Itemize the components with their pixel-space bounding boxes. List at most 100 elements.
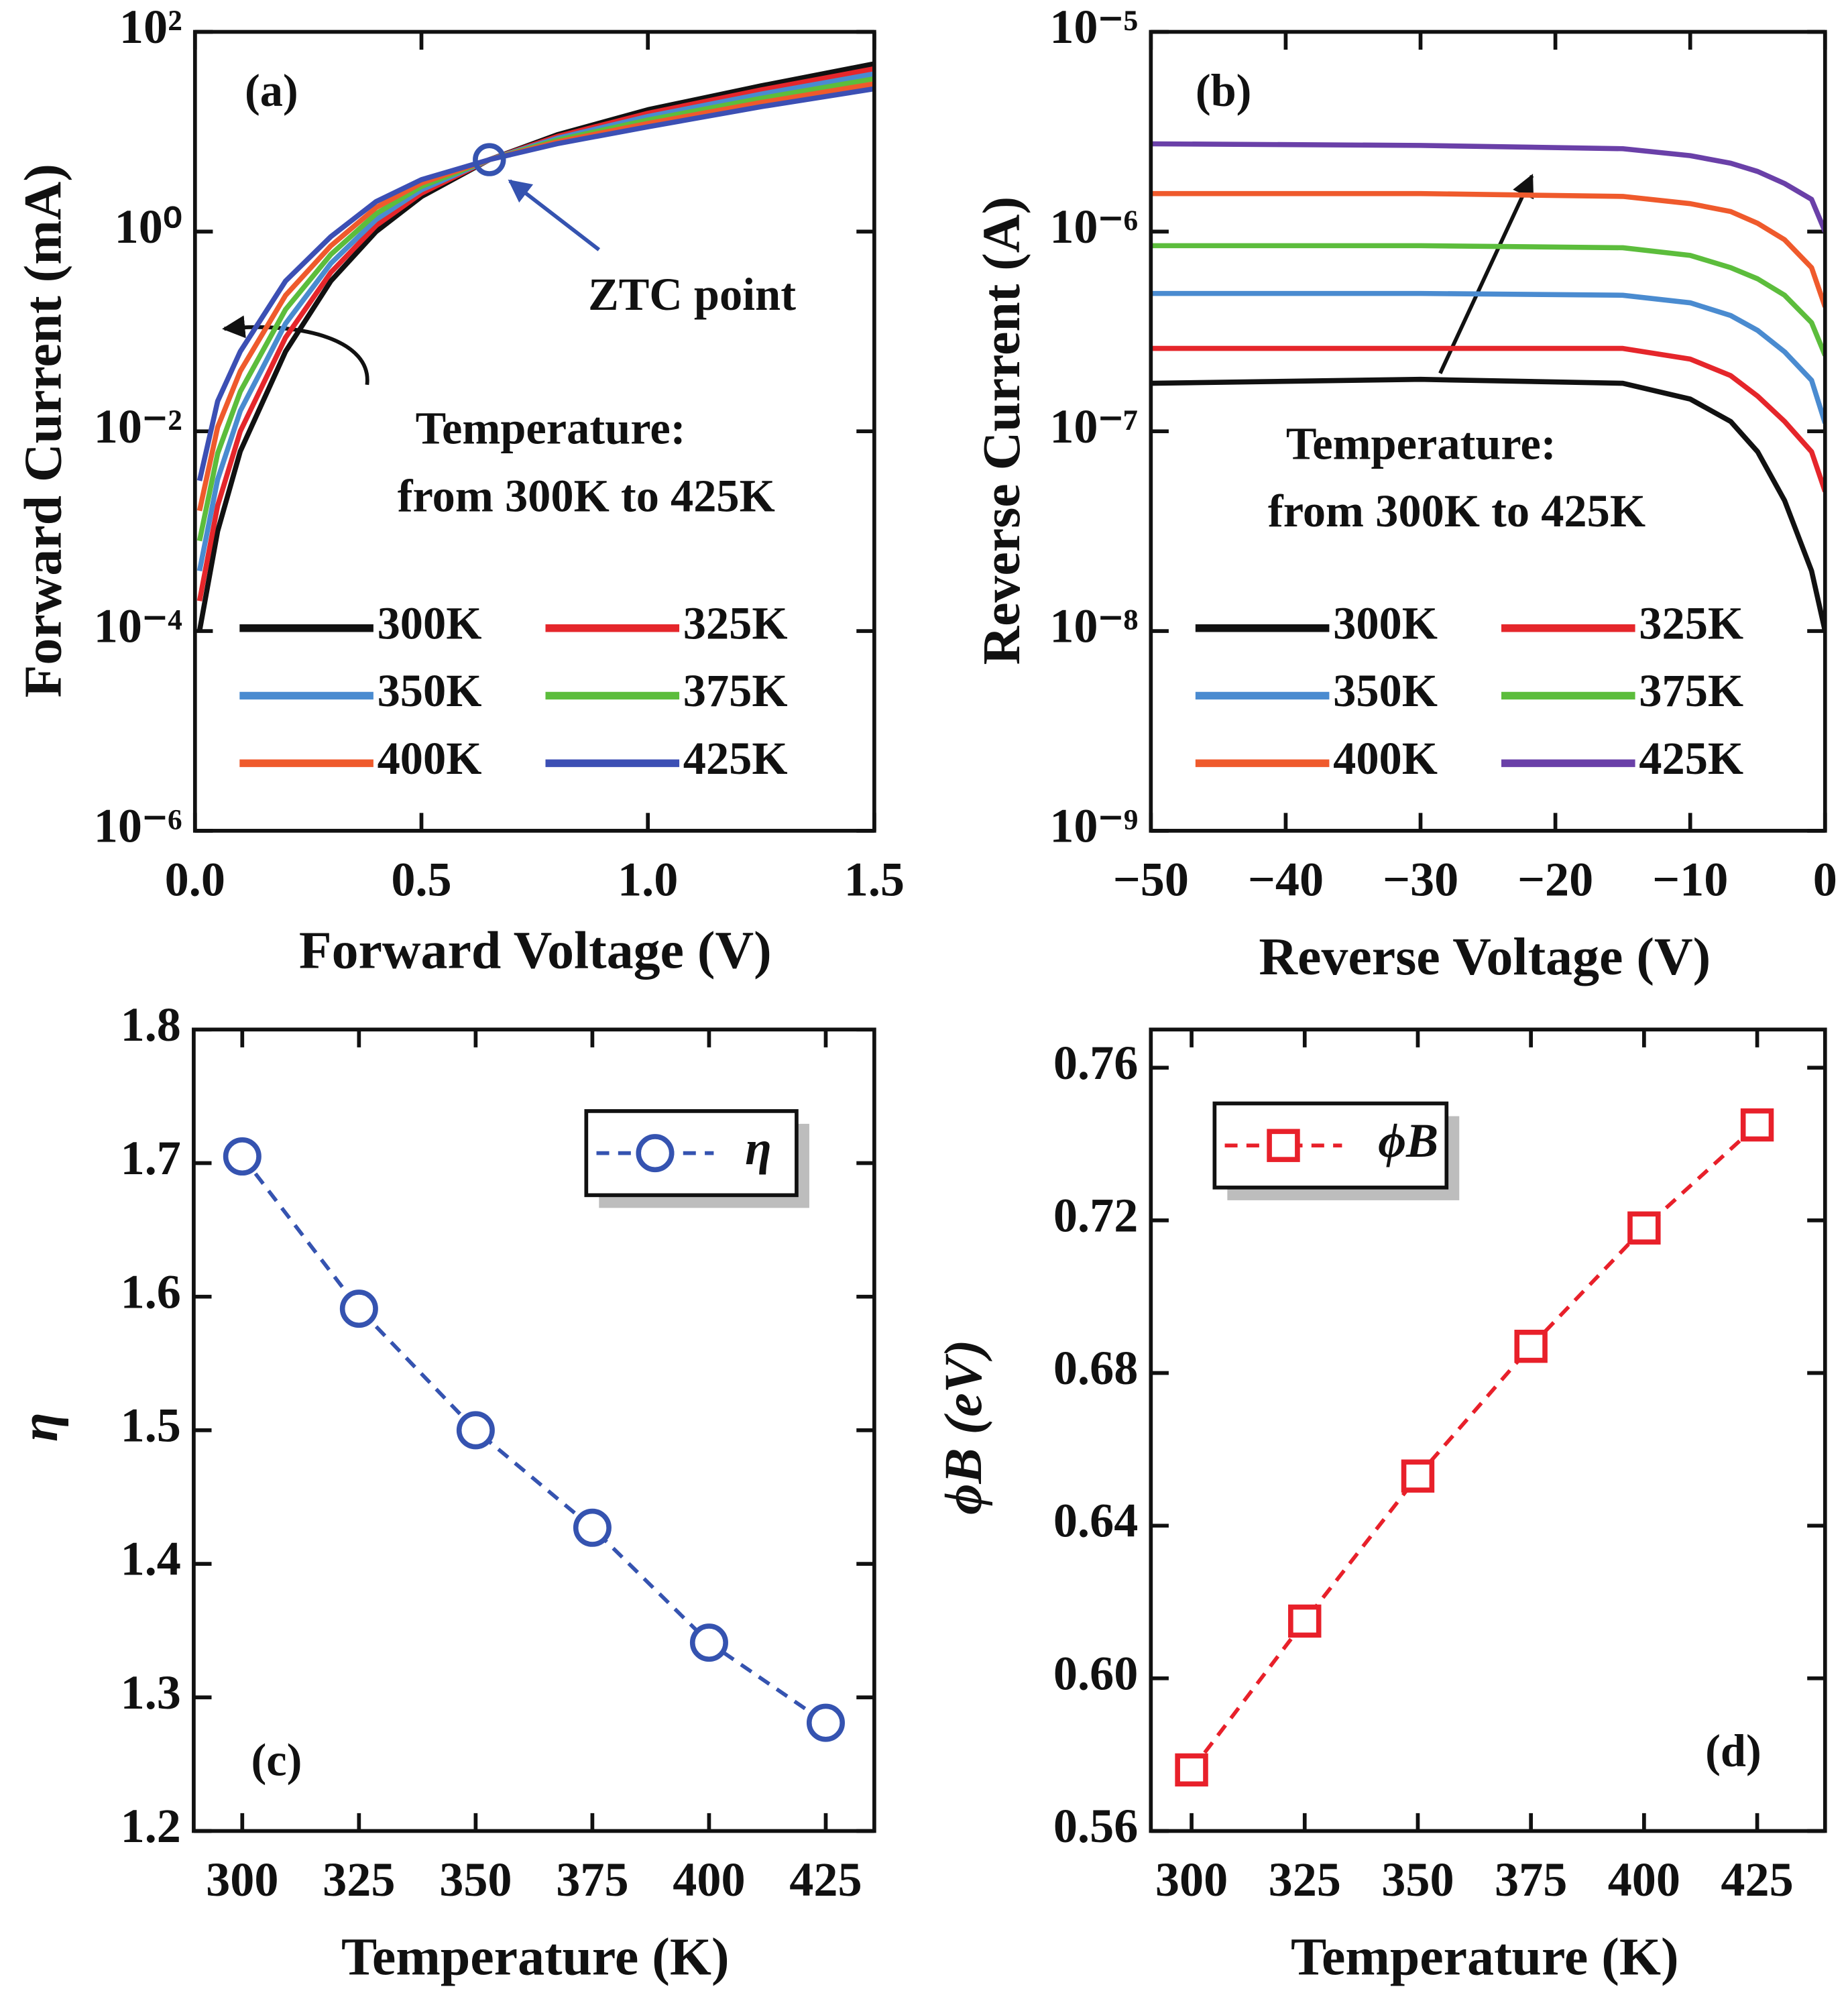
marker	[1514, 1329, 1548, 1363]
series-line	[196, 86, 874, 481]
x-tick-label: 1.0	[618, 852, 678, 906]
x-tick-label: 325	[323, 1853, 395, 1906]
y-tick-label: 10⁰	[115, 200, 182, 253]
marker	[689, 1623, 728, 1662]
y-tick-label: 10⁻⁷	[1049, 400, 1138, 453]
x-tick-label: 325	[1269, 1853, 1341, 1906]
legend-label: η	[745, 1121, 772, 1175]
legend-label: ϕB	[1378, 1114, 1438, 1167]
plot-frame	[1149, 30, 1827, 833]
annotation: (c)	[251, 1734, 302, 1785]
marker	[1740, 1108, 1774, 1142]
marker	[1267, 1129, 1300, 1162]
y-tick-label: 10⁻²	[94, 400, 182, 453]
x-tick-label: −20	[1517, 852, 1593, 906]
legend-label: 350K	[378, 665, 482, 716]
y-tick-label: 0.76	[1053, 1036, 1138, 1090]
marker	[223, 1137, 262, 1176]
y-axis-label: Forward Current (mA)	[14, 164, 73, 697]
plot-frame	[192, 1027, 876, 1833]
x-tick-label: 375	[556, 1853, 628, 1906]
legend-label: 325K	[1639, 597, 1743, 648]
arrow	[508, 179, 601, 251]
y-tick-label: 1.5	[121, 1398, 181, 1452]
marker	[573, 1508, 612, 1547]
marker	[1288, 1604, 1322, 1638]
annotation: (d)	[1705, 1725, 1762, 1776]
y-tick-label: 10⁻⁴	[94, 599, 182, 653]
x-tick-label: 1.5	[844, 852, 905, 906]
x-tick-label: 400	[673, 1853, 745, 1906]
legend-box	[1212, 1101, 1449, 1190]
x-tick-label: 0	[1813, 852, 1837, 906]
y-tick-label: 0.68	[1053, 1341, 1138, 1395]
series-line	[241, 1155, 827, 1725]
x-tick-label: 375	[1495, 1853, 1567, 1906]
x-tick-label: 350	[1381, 1853, 1454, 1906]
y-tick-label: 0.60	[1053, 1646, 1138, 1700]
marker	[636, 1134, 675, 1173]
y-tick-label: 0.64	[1053, 1494, 1138, 1548]
x-axis-label: Reverse Voltage (V)	[1259, 927, 1711, 986]
series-line	[196, 66, 874, 602]
y-tick-label: 0.56	[1053, 1799, 1138, 1853]
marker	[1401, 1459, 1435, 1493]
x-axis-label: Temperature (K)	[341, 1928, 730, 1987]
series-line	[1151, 345, 1825, 493]
marker	[1627, 1211, 1661, 1245]
series-line	[196, 61, 874, 632]
y-tick-label: 1.4	[121, 1532, 181, 1586]
y-tick-label: 1.6	[121, 1265, 181, 1318]
x-tick-label: −30	[1383, 852, 1458, 906]
x-tick-label: 350	[439, 1853, 512, 1906]
x-axis-label: Forward Voltage (V)	[299, 921, 772, 980]
y-tick-label: 1.2	[121, 1799, 181, 1853]
x-tick-label: 0.5	[391, 852, 451, 906]
legend-label: 425K	[1639, 733, 1743, 784]
legend-label: 375K	[683, 665, 788, 716]
y-tick-label: 1.7	[121, 1131, 181, 1185]
y-tick-label: 10⁻⁶	[94, 799, 182, 852]
y-tick-label: 10⁻⁹	[1049, 799, 1138, 852]
marker	[1175, 1753, 1208, 1787]
arrow	[1438, 174, 1534, 374]
x-tick-label: 425	[1721, 1853, 1793, 1906]
x-tick-label: 300	[1155, 1853, 1228, 1906]
x-tick-label: 0.0	[165, 852, 225, 906]
legend-label: 400K	[1333, 733, 1438, 784]
series-line	[1151, 243, 1825, 357]
y-tick-label: 1.8	[121, 998, 181, 1051]
annotation: from 300K to 425K	[1268, 485, 1645, 536]
x-tick-label: −10	[1652, 852, 1728, 906]
legend-label: 350K	[1333, 665, 1438, 716]
annotation: Temperature:	[416, 403, 686, 454]
plot-area	[196, 61, 874, 632]
annotation: (b)	[1196, 65, 1252, 116]
annotation: Temperature:	[1286, 418, 1556, 469]
series-line	[1190, 1123, 1759, 1772]
y-axis-label: ϕB (eV)	[934, 1340, 993, 1515]
x-tick-label: 400	[1608, 1853, 1680, 1906]
legend-label: 400K	[378, 733, 482, 784]
x-tick-label: 425	[789, 1853, 862, 1906]
marker	[339, 1290, 378, 1328]
series-line	[1151, 141, 1825, 233]
y-tick-label: 0.72	[1053, 1188, 1138, 1242]
legend-label: 300K	[1333, 597, 1438, 648]
y-tick-label: 10⁻⁸	[1049, 599, 1138, 653]
legend-label: 425K	[683, 733, 788, 784]
series-line	[1151, 376, 1825, 632]
marker	[456, 1411, 495, 1450]
x-tick-label: −40	[1248, 852, 1324, 906]
annotation: (a)	[245, 65, 298, 116]
x-tick-label: −50	[1113, 852, 1189, 906]
plot-area	[1151, 141, 1825, 632]
marker	[806, 1703, 845, 1742]
ztc-marker	[473, 143, 506, 176]
series-line	[1151, 290, 1825, 424]
plot-area	[1190, 1123, 1759, 1772]
annotation: ZTC point	[588, 269, 796, 320]
y-axis-label: Reverse Current (A)	[972, 196, 1031, 665]
